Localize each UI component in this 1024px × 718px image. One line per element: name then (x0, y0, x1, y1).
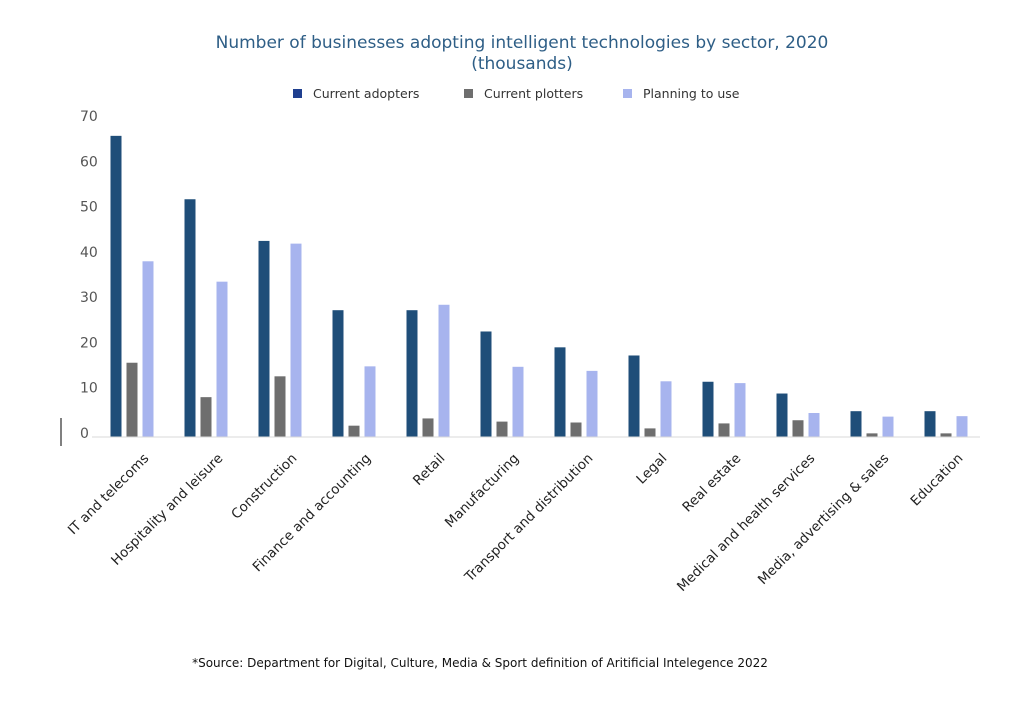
y-axis: 0 10 20 30 40 50 60 70 (80, 109, 98, 442)
bar-planning-to-use (512, 366, 524, 437)
bar-current-plotters (718, 423, 730, 437)
bar-current-plotters (570, 422, 582, 437)
bars (110, 135, 968, 437)
x-tick-label: Medical and health services (674, 451, 818, 595)
x-tick-label: Legal (633, 451, 670, 488)
bar-current-plotters (200, 397, 212, 437)
y-tick-label: 60 (80, 154, 98, 170)
bar-current-plotters (792, 420, 804, 437)
bar-current-adopters (480, 331, 492, 437)
bar-current-adopters (702, 381, 714, 437)
bar-planning-to-use (660, 381, 672, 437)
bar-planning-to-use (808, 412, 820, 437)
legend-swatch (293, 89, 302, 98)
y-tick-label: 10 (80, 381, 98, 397)
legend-swatch (623, 89, 632, 98)
bar-current-plotters (496, 421, 508, 437)
x-tick-label: Manufacturing (442, 451, 522, 531)
source-note: *Source: Department for Digital, Culture… (192, 656, 768, 670)
x-tick-label: IT and telecoms (65, 451, 152, 538)
x-tick-label: Finance and accounting (250, 451, 375, 576)
bar-planning-to-use (734, 383, 746, 437)
y-tick-label: 50 (80, 200, 98, 216)
bar-current-adopters (628, 355, 640, 437)
bar-current-adopters (776, 393, 788, 437)
bar-planning-to-use (142, 261, 154, 437)
y-tick-label: 0 (80, 426, 89, 442)
y-tick-label: 70 (80, 109, 98, 125)
bar-planning-to-use (586, 370, 598, 437)
bar-current-plotters (422, 418, 434, 437)
x-tick-label: Construction (228, 451, 300, 523)
legend-label: Current adopters (313, 86, 419, 101)
x-tick-label: Media, advertising & sales (755, 451, 892, 588)
bar-current-plotters (644, 428, 656, 437)
bar-current-adopters (332, 310, 344, 437)
bar-current-adopters (184, 199, 196, 437)
legend-label: Current plotters (484, 86, 583, 101)
bar-current-adopters (924, 411, 936, 437)
bar-current-adopters (850, 411, 862, 437)
y-tick-label: 40 (80, 245, 98, 261)
legend-label: Planning to use (643, 86, 740, 101)
bar-current-plotters (348, 425, 360, 437)
bar-planning-to-use (290, 243, 302, 437)
bar-current-plotters (940, 433, 952, 437)
bar-planning-to-use (438, 304, 450, 437)
legend: Current adopters Current plotters Planning… (293, 86, 740, 101)
chart-subtitle: (thousands) (471, 54, 573, 74)
bar-current-plotters (274, 376, 286, 437)
bar-current-adopters (110, 135, 122, 437)
x-tick-label: Retail (410, 451, 448, 489)
x-tick-label: Real estate (679, 451, 744, 516)
x-tick-label: Education (907, 451, 966, 510)
y-tick-label: 30 (80, 290, 98, 306)
bar-current-plotters (126, 362, 138, 437)
bar-current-plotters (866, 433, 878, 437)
bar-current-adopters (258, 240, 270, 437)
x-tick-label: Transport and distribution (461, 451, 596, 586)
bar-planning-to-use (882, 416, 894, 437)
bar-current-adopters (554, 347, 566, 437)
chart-title: Number of businesses adopting intelligen… (216, 33, 829, 53)
bar-planning-to-use (956, 416, 968, 437)
bar-current-adopters (406, 310, 418, 437)
y-tick-label: 20 (80, 335, 98, 351)
bar-planning-to-use (216, 281, 228, 437)
legend-swatch (464, 89, 473, 98)
bar-planning-to-use (364, 366, 376, 437)
